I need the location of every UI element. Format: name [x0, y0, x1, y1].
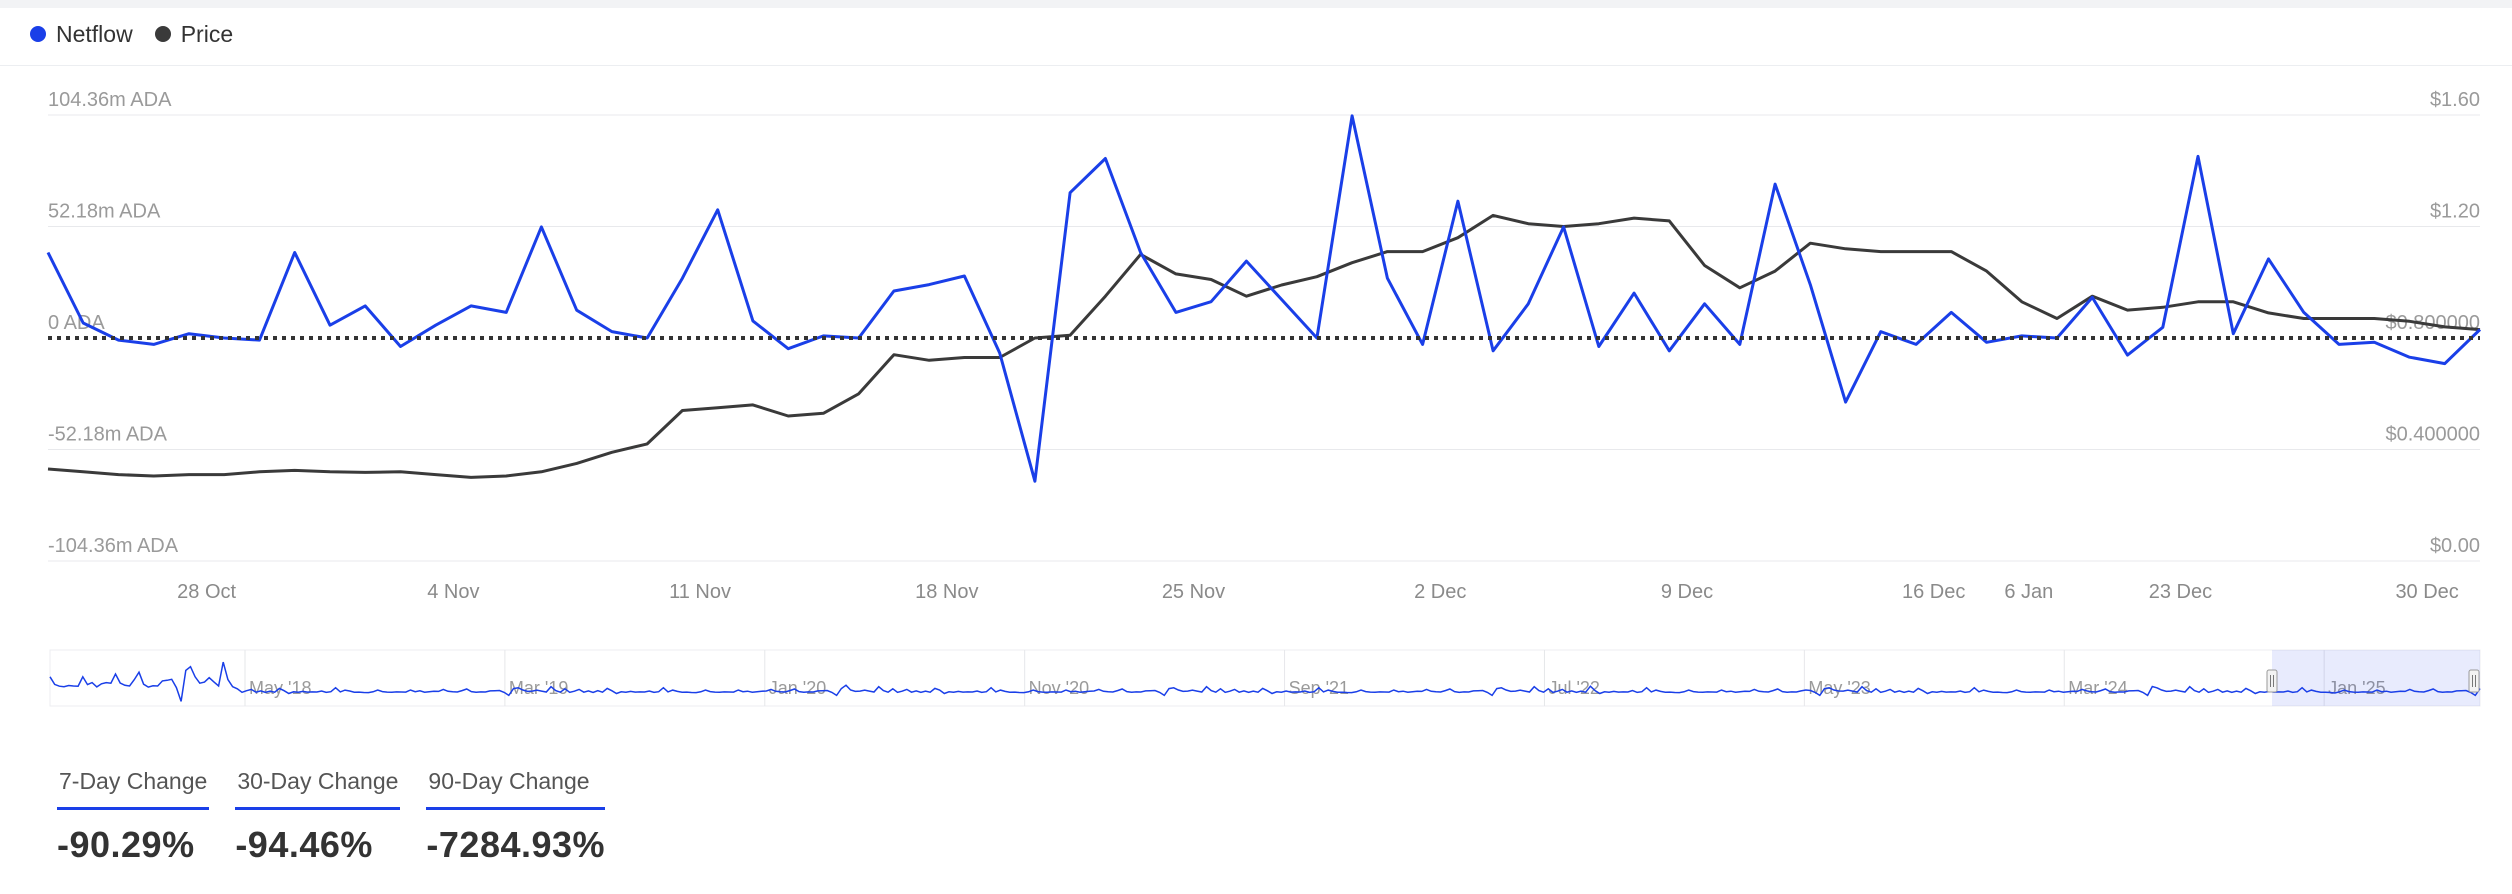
navigator-label: Mar '19 [509, 678, 568, 698]
left-axis-tick-label: -104.36m ADA [48, 535, 179, 557]
top-bar [0, 0, 2512, 8]
legend-label-netflow: Netflow [56, 20, 133, 47]
netflow-price-chart[interactable]: -104.36m ADA $0.00 -52.18m ADA $0.400000 0 A… [0, 66, 2512, 636]
left-axis-tick-label: -52.18m ADA [48, 424, 168, 446]
tab-30-day-change[interactable]: 30-Day Change [235, 768, 401, 810]
x-axis-tick-label: 9 Dec [1661, 581, 1713, 603]
time-navigator[interactable]: May '18 Mar '19 Jan '20 Nov '20 Sep '21 Jul '… [0, 640, 2512, 720]
right-axis-tick-label: $0.400000 [2385, 424, 2480, 446]
x-axis-tick-label: 6 Jan [2004, 581, 2053, 603]
x-axis-tick-label: 23 Dec [2149, 581, 2212, 603]
right-axis-tick-label: $1.20 [2430, 201, 2480, 223]
right-axis-tick-label: $0.00 [2430, 535, 2480, 557]
netflow-series-line [46, 114, 2482, 483]
navigator-series-line [49, 661, 2481, 702]
navigator-label: May '23 [1808, 678, 1870, 698]
navigator-label: Jan '20 [769, 678, 826, 698]
tab-7-day-change[interactable]: 7-Day Change [57, 768, 210, 810]
stat-value-90-day: -7284.93% [426, 824, 606, 865]
x-axis-tick-label: 25 Nov [1162, 581, 1225, 603]
price-dot-icon [154, 26, 171, 42]
change-stats: 7-Day Change -90.29% 30-Day Change -94.4… [57, 768, 606, 866]
legend-label-price: Price [180, 20, 234, 47]
stat-90-day: 90-Day Change -7284.93% [426, 768, 606, 866]
left-axis-tick-label: 104.36m ADA [48, 89, 172, 111]
legend-divider [0, 65, 2512, 66]
x-axis-tick-label: 16 Dec [1902, 581, 1965, 603]
x-axis-tick-label: 11 Nov [669, 581, 731, 603]
stat-value-7-day: -90.29% [57, 824, 195, 865]
legend-item-price[interactable]: Price [154, 20, 234, 48]
navigator-left-handle[interactable] [2266, 669, 2278, 693]
navigator-selection [2272, 650, 2480, 706]
left-axis-tick-label: 0 ADA [48, 312, 105, 334]
x-axis-tick-label: 2 Dec [1414, 581, 1466, 603]
x-axis-tick-label: 28 Oct [177, 581, 236, 603]
netflow-dot-icon [30, 26, 46, 42]
navigator-right-handle[interactable] [2468, 669, 2480, 693]
left-axis-tick-label: 52.18m ADA [48, 201, 161, 223]
price-series-line [47, 213, 2481, 479]
chart-legend: Netflow Price [30, 18, 233, 50]
x-axis-tick-label: 18 Nov [915, 581, 978, 603]
right-axis-tick-label: $1.60 [2430, 89, 2480, 111]
navigator-label: Jul '22 [1548, 678, 1599, 698]
right-axis-tick-label: $0.800000 [2385, 312, 2480, 334]
stat-30-day: 30-Day Change -94.46% [235, 768, 401, 866]
x-axis-tick-label: 30 Dec [2395, 581, 2458, 603]
stat-value-30-day: -94.46% [235, 824, 373, 865]
navigator-label: Mar '24 [2068, 678, 2127, 698]
x-axis-tick-label: 4 Nov [427, 581, 479, 603]
tab-90-day-change[interactable]: 90-Day Change [426, 768, 606, 810]
navigator-label: Nov '20 [1029, 678, 1089, 698]
navigator-label: Jan '25 [2328, 678, 2385, 698]
stat-7-day: 7-Day Change -90.29% [57, 768, 210, 866]
legend-item-netflow[interactable]: Netflow [30, 21, 133, 48]
